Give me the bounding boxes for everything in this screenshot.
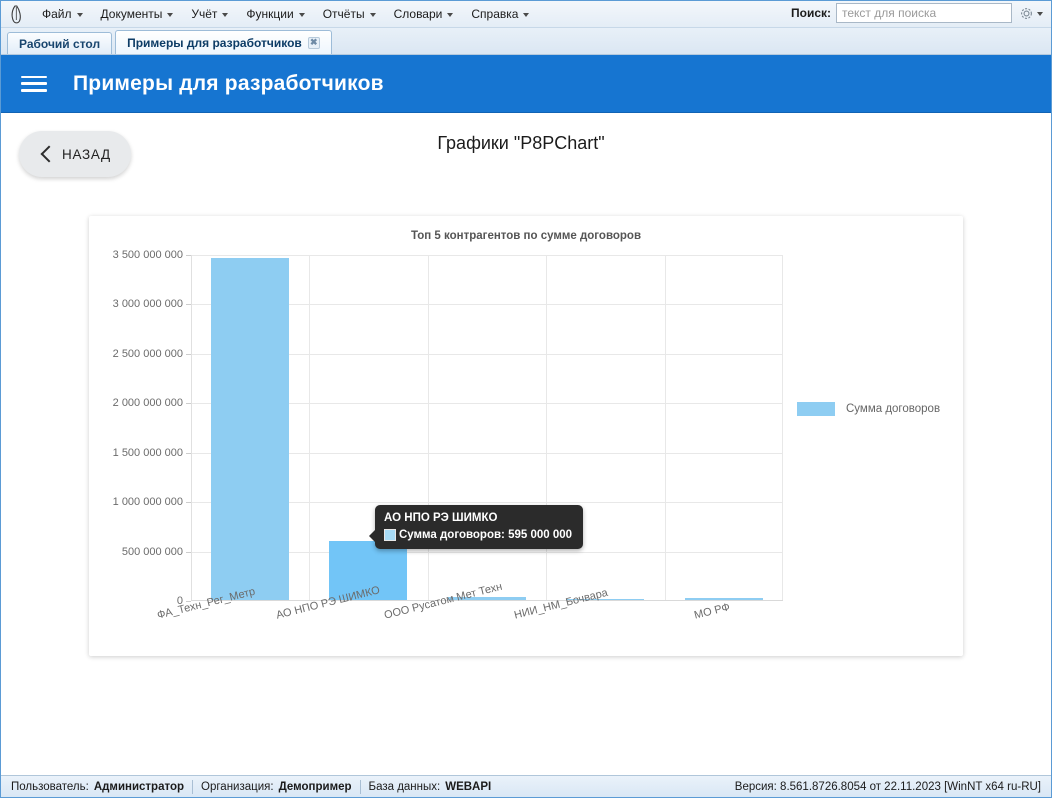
status-user: Пользователь: Администратор xyxy=(9,781,192,793)
status-user-value: Администратор xyxy=(93,780,185,793)
tooltip-value: Сумма договоров: 595 000 000 xyxy=(399,529,573,541)
chevron-down-icon xyxy=(76,12,83,17)
page-title: Графики "P8PChart" xyxy=(437,133,605,153)
chevron-down-icon xyxy=(1037,12,1043,16)
app-header: Примеры для разработчиков xyxy=(1,55,1051,113)
chart-card: Топ 5 контрагентов по сумме договоров xyxy=(89,216,963,656)
x-axis-line xyxy=(191,600,783,601)
chart-legend: Сумма договоров xyxy=(797,402,940,416)
x-axis-tick-label: МО РФ xyxy=(693,601,732,622)
chart-tooltip: АО НПО РЭ ШИМКО Сумма договоров: 595 000… xyxy=(368,505,584,549)
content-area: НАЗАД Графики "P8PChart" Топ 5 контраген… xyxy=(1,113,1051,775)
gridline-vertical xyxy=(664,255,666,601)
menu-item-reports[interactable]: Отчёты xyxy=(314,4,385,25)
menu-item-label: Документы xyxy=(100,6,163,21)
status-db-label: База данных: xyxy=(368,780,441,793)
y-axis-tick-label: 0 xyxy=(176,595,183,607)
search-label: Поиск: xyxy=(790,6,831,20)
status-org-label: Организация: xyxy=(201,780,274,793)
menu-item-label: Отчёты xyxy=(322,6,365,21)
gridline-horizontal xyxy=(191,403,783,405)
menu-item-label: Справка xyxy=(471,6,519,21)
bar-2[interactable] xyxy=(447,597,526,600)
gridline-horizontal xyxy=(191,452,783,454)
chevron-down-icon xyxy=(523,12,530,17)
legend-label[interactable]: Сумма договоров xyxy=(846,403,941,415)
y-axis-tick-label: 2 500 000 000 xyxy=(112,347,183,360)
status-user-label: Пользователь: xyxy=(11,780,89,793)
back-button-label: НАЗАД xyxy=(62,146,111,162)
close-icon[interactable]: ✖ xyxy=(307,36,320,49)
menu-bar: Файл Документы Учёт Функции Отчёты Слова… xyxy=(1,1,1051,28)
tooltip-swatch xyxy=(384,529,396,541)
chart-title: Топ 5 контрагентов по сумме договоров xyxy=(410,230,642,242)
status-divider xyxy=(359,779,361,794)
menu-item-documents[interactable]: Документы xyxy=(92,4,183,25)
search-settings-button[interactable] xyxy=(1017,5,1045,22)
menu-item-accounting[interactable]: Учёт xyxy=(182,4,237,25)
status-divider xyxy=(192,779,194,794)
menu-item-label: Функции xyxy=(246,6,294,21)
y-axis-tick-label: 3 000 000 000 xyxy=(112,298,183,311)
y-axis-tick-label: 1 500 000 000 xyxy=(112,446,183,459)
y-axis-tick-label: 500 000 000 xyxy=(121,545,183,558)
tab-label: Примеры для разработчиков xyxy=(127,35,302,50)
gridline-horizontal xyxy=(191,502,783,504)
gridline-horizontal xyxy=(191,353,783,355)
x-axis-tick-label: НИИ_НМ_Бочвара xyxy=(513,586,610,622)
menu-item-help[interactable]: Справка xyxy=(462,4,538,25)
gridline-horizontal xyxy=(191,304,783,306)
chart-plot-area: 3 500 000 000 3 000 000 000 2 500 000 00… xyxy=(113,249,783,622)
tab-developer-examples[interactable]: Примеры для разработчиков ✖ xyxy=(115,30,332,54)
search-zone: Поиск: xyxy=(791,3,1045,23)
y-axis-tick-label: 1 000 000 000 xyxy=(112,496,183,509)
menu-item-dictionaries[interactable]: Словари xyxy=(385,4,463,25)
gridline-vertical xyxy=(309,255,311,601)
search-input[interactable] xyxy=(836,3,1012,23)
tooltip-title: АО НПО РЭ ШИМКО xyxy=(384,512,498,524)
status-bar: Пользователь: Администратор Организация:… xyxy=(1,775,1051,797)
chevron-down-icon xyxy=(298,12,305,17)
status-db-value: WEBAPI xyxy=(445,780,492,793)
menu-item-label: Словари xyxy=(393,6,443,21)
status-org-value: Демопример xyxy=(278,780,352,793)
chevron-down-icon xyxy=(222,12,229,17)
gridline-horizontal xyxy=(191,551,783,553)
menu-item-label: Файл xyxy=(42,6,72,21)
pen-logo-icon xyxy=(7,3,29,25)
legend-swatch xyxy=(797,402,835,416)
gridline-vertical xyxy=(546,255,548,601)
status-version: Версия: 8.561.8726.8054 от 22.11.2023 [W… xyxy=(734,780,1041,793)
menu-item-label: Учёт xyxy=(191,6,218,21)
gridline-vertical xyxy=(427,255,429,601)
y-axis-tick-label: 3 500 000 000 xyxy=(112,249,183,261)
menu-item-functions[interactable]: Функции xyxy=(237,4,313,25)
chevron-down-icon xyxy=(167,12,174,17)
bar-3[interactable] xyxy=(566,598,645,600)
back-button[interactable]: НАЗАД xyxy=(19,131,131,177)
gear-icon xyxy=(1021,7,1032,19)
tab-desktop[interactable]: Рабочий стол xyxy=(7,32,113,54)
status-organization: Организация: Демопример xyxy=(193,781,360,793)
hamburger-icon[interactable] xyxy=(21,74,47,94)
chevron-down-icon xyxy=(369,12,376,17)
chevron-down-icon xyxy=(447,12,454,17)
y-axis-tick-label: 2 000 000 000 xyxy=(112,397,183,410)
app-header-title: Примеры для разработчиков xyxy=(73,71,384,95)
tooltip-row: Сумма договоров: 595 000 000 xyxy=(384,529,572,541)
status-database: База данных: WEBAPI xyxy=(361,781,500,793)
bar-1[interactable] xyxy=(329,541,408,600)
y-axis-line xyxy=(191,255,192,601)
tab-label: Рабочий стол xyxy=(19,36,101,51)
gridline-vertical xyxy=(782,255,783,601)
gridline-horizontal xyxy=(191,255,783,256)
bar-0[interactable] xyxy=(211,258,289,600)
bar-4[interactable] xyxy=(684,598,763,600)
x-axis-tick-label: ФА_Техн_Рег_Метр xyxy=(156,585,257,622)
menu-item-file[interactable]: Файл xyxy=(33,4,92,25)
tab-strip: Рабочий стол Примеры для разработчиков ✖ xyxy=(1,28,1051,55)
x-axis-tick-label: АО НПО РЭ ШИМКО xyxy=(275,584,382,622)
